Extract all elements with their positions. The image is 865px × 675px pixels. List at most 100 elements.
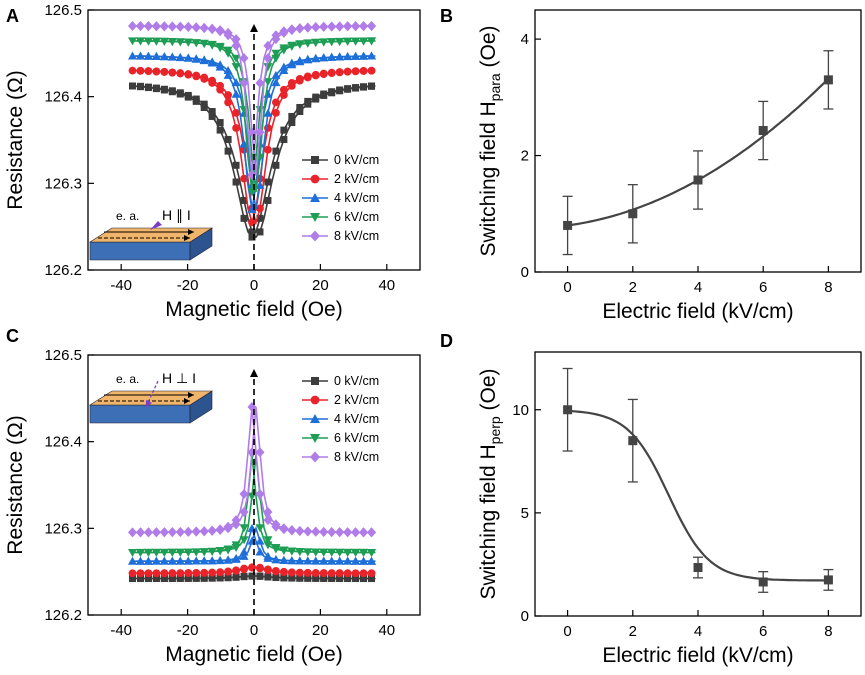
data-marker <box>319 21 329 32</box>
data-marker <box>327 21 337 32</box>
data-marker <box>159 527 169 538</box>
data-marker <box>207 58 217 67</box>
data-marker <box>183 22 193 33</box>
data-marker <box>183 38 193 47</box>
data-marker <box>160 569 169 578</box>
data-marker <box>271 30 281 41</box>
y-tick-label: 126.4 <box>44 434 82 451</box>
data-marker <box>232 108 240 117</box>
data-marker <box>311 556 321 565</box>
y-tick-label: 126.4 <box>44 89 82 106</box>
data-marker <box>264 145 272 154</box>
y-tick-label: 5 <box>521 505 529 522</box>
legend-item: 4 kV/cm <box>302 191 379 205</box>
data-marker <box>207 525 217 536</box>
data-marker <box>351 51 361 60</box>
data-marker <box>128 82 136 90</box>
data-marker <box>151 527 161 538</box>
data-marker <box>135 548 145 557</box>
data-marker <box>311 156 319 164</box>
data-marker <box>279 555 289 564</box>
data-marker <box>143 556 153 565</box>
data-marker <box>359 556 369 565</box>
y-tick-label: 4 <box>521 31 529 48</box>
data-marker <box>127 556 137 565</box>
fit-curve <box>567 409 829 582</box>
data-marker <box>176 569 185 577</box>
data-marker <box>160 574 168 582</box>
data-marker <box>351 37 361 46</box>
data-marker <box>352 84 360 92</box>
data-marker <box>184 574 192 582</box>
data-marker <box>128 569 137 578</box>
data-marker <box>367 548 377 557</box>
data-marker <box>248 228 256 236</box>
data-marker <box>360 83 368 91</box>
data-point <box>693 563 703 573</box>
data-marker <box>127 21 137 32</box>
series-line <box>136 69 376 226</box>
data-marker <box>255 127 265 138</box>
data-marker <box>215 62 225 71</box>
x-axis-label: Electric field (kV/cm) <box>602 644 793 667</box>
data-marker <box>320 574 328 582</box>
series-4kvcm <box>127 51 377 213</box>
data-marker <box>135 37 145 46</box>
legend-item: 0 kV/cm <box>302 374 379 388</box>
x-tick-label: 8 <box>824 623 832 640</box>
data-marker <box>240 564 248 573</box>
data-marker <box>279 62 289 71</box>
data-marker <box>303 22 313 33</box>
data-marker <box>159 556 169 565</box>
data-marker <box>151 548 161 557</box>
data-point <box>563 220 573 230</box>
data-marker <box>160 86 168 94</box>
data-marker <box>296 103 304 111</box>
data-marker <box>311 38 321 47</box>
data-marker <box>183 548 193 557</box>
data-marker <box>287 525 297 536</box>
data-marker <box>320 90 328 98</box>
data-marker <box>351 556 361 565</box>
legend-item: 4 kV/cm <box>302 412 379 426</box>
data-marker <box>175 38 185 47</box>
data-marker <box>215 524 225 535</box>
data-marker <box>272 574 280 582</box>
data-marker <box>327 527 337 538</box>
data-marker <box>127 548 137 557</box>
data-point <box>823 575 833 585</box>
data-marker <box>168 569 177 578</box>
data-point <box>628 436 638 446</box>
data-marker <box>288 112 296 120</box>
panel-letter: A <box>6 6 19 26</box>
data-marker <box>135 527 145 538</box>
data-marker <box>295 568 304 577</box>
data-marker <box>311 548 321 557</box>
data-marker <box>199 548 209 557</box>
panel-letter: B <box>440 6 453 26</box>
data-marker <box>191 22 201 33</box>
data-marker <box>216 574 224 582</box>
y-axis-label-main: Switching field H <box>477 101 500 256</box>
data-marker <box>359 569 368 578</box>
data-marker <box>359 527 369 538</box>
x-tick-label: 2 <box>629 623 637 640</box>
data-marker <box>327 52 337 61</box>
data-marker <box>296 108 304 116</box>
data-point <box>563 405 573 415</box>
data-marker <box>216 119 224 127</box>
data-marker <box>208 79 217 87</box>
data-marker <box>143 51 153 60</box>
y-tick-label: 126.3 <box>44 520 82 537</box>
data-marker <box>208 574 216 582</box>
legend-item: 6 kV/cm <box>302 431 379 445</box>
y-axis-label-subscript: perp <box>487 416 503 444</box>
data-marker <box>167 21 177 32</box>
data-marker <box>310 414 320 423</box>
data-marker <box>367 556 377 565</box>
data-marker <box>279 524 289 535</box>
x-tick-label: 6 <box>759 279 767 296</box>
data-marker <box>367 21 377 32</box>
data-marker <box>231 89 241 98</box>
data-marker <box>255 180 265 189</box>
